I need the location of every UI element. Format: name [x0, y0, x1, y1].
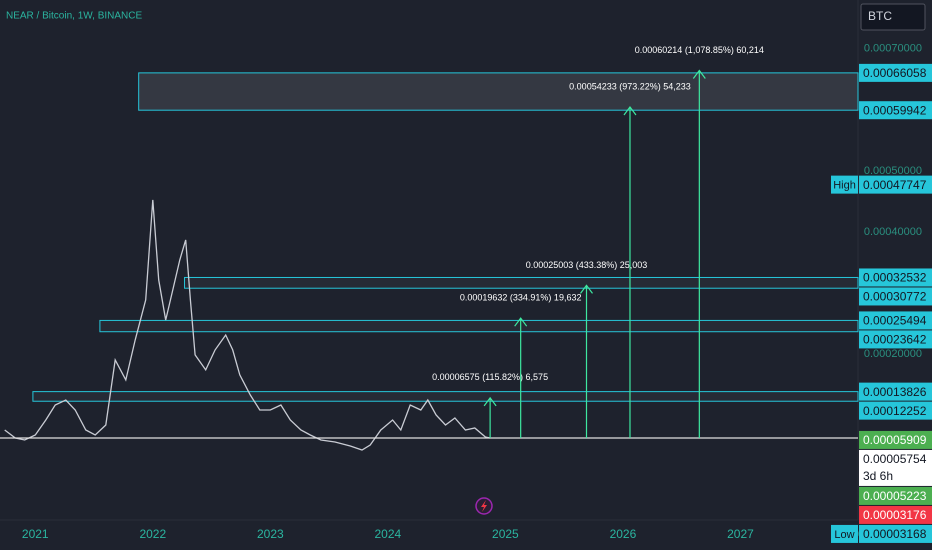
price-label: 0.00023642 [863, 333, 927, 347]
price-label-box [859, 101, 932, 120]
chart-title: NEAR / Bitcoin, 1W, BINANCE [6, 11, 142, 22]
currency-label[interactable]: BTC [868, 9, 892, 23]
price-tag: High [833, 180, 856, 192]
price-label-box [859, 486, 932, 505]
price-label-box [859, 382, 932, 401]
x-tick-label: 2024 [375, 527, 402, 541]
price-label: 0.00013826 [863, 385, 927, 399]
arrow-head [580, 284, 593, 294]
price-label: 0.00012252 [863, 404, 927, 418]
x-tick-label: 2027 [727, 527, 754, 541]
price-label-box [859, 401, 932, 420]
y-tick-label: 0.00070000 [864, 43, 922, 55]
price-label: 0.00003168 [863, 527, 927, 541]
price-label: 0.00032532 [863, 271, 927, 285]
x-tick-label: 2023 [257, 527, 284, 541]
price-label-box [859, 311, 932, 330]
price-label: 0.00059942 [863, 103, 927, 117]
countdown-label: 3d 6h [863, 469, 893, 483]
price-label-box [859, 175, 932, 194]
price-label: 0.00005909 [863, 433, 927, 447]
alert-icon[interactable] [475, 497, 493, 515]
x-tick-label: 2025 [492, 527, 519, 541]
price-label-box [859, 524, 932, 543]
projection-label: 0.00054233 (973.22%) 54,233 [569, 81, 691, 91]
price-label-box [859, 287, 932, 306]
zone [184, 276, 859, 289]
price-label-box [859, 430, 932, 449]
y-tick-label: 0.00040000 [864, 226, 922, 238]
price-tag: Low [834, 529, 854, 541]
price-label: 0.00005223 [863, 489, 927, 503]
price-label: 0.00047747 [863, 178, 927, 192]
zone [138, 72, 859, 111]
price-label: 0.00030772 [863, 290, 927, 304]
price-label-box [859, 449, 932, 486]
y-tick-label: 0.00020000 [864, 348, 922, 360]
projection-label: 0.00019632 (334.91%) 19,632 [460, 293, 582, 303]
price-label-box [859, 63, 932, 82]
projection-label: 0.00060214 (1,078.85%) 60,214 [635, 45, 764, 55]
price-label: 0.00066058 [863, 66, 927, 80]
projection-label: 0.00025003 (433.38%) 25,003 [526, 260, 648, 270]
price-line [4, 199, 491, 451]
x-tick-label: 2022 [139, 527, 166, 541]
price-label: 0.00025494 [863, 314, 927, 328]
arrow-head [483, 396, 497, 407]
arrow-head [692, 69, 706, 79]
y-tick-label: 0.00050000 [864, 165, 922, 177]
price-label: 0.00005754 [863, 452, 927, 466]
zone [99, 319, 859, 333]
price-label-box [859, 330, 932, 349]
currency-button[interactable] [860, 3, 926, 31]
arrow-head [514, 317, 528, 327]
price-tag-box [831, 175, 858, 194]
price-label-box [859, 268, 932, 287]
price-tag-box [831, 524, 858, 543]
zone [32, 391, 859, 402]
price-label: 0.00003176 [863, 508, 927, 522]
alert-bolt[interactable] [481, 500, 487, 512]
price-label-box [859, 505, 932, 524]
arrow-head [623, 106, 637, 116]
x-tick-label: 2021 [22, 527, 49, 541]
projection-label: 0.00006575 (115.82%) 6,575 [432, 372, 548, 382]
x-tick-label: 2026 [610, 527, 637, 541]
